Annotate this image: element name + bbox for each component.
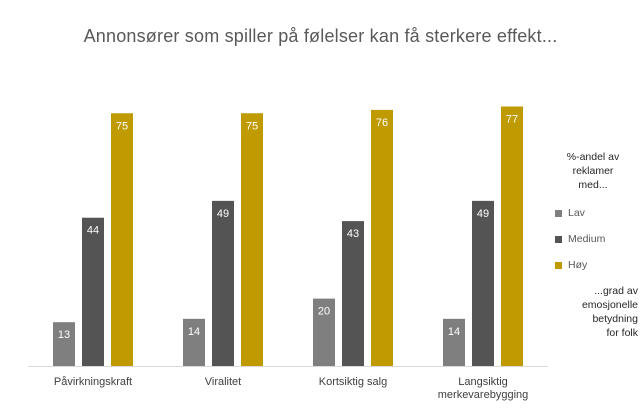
data-label-høy-1: 75	[246, 120, 258, 132]
data-label-lav-3: 14	[448, 326, 460, 338]
legend-item-lav: Lav	[548, 206, 638, 220]
legend-footer-line: emosjonelle	[581, 299, 638, 311]
category-label-3: Langsiktig	[458, 376, 508, 388]
legend-items: Lav Medium Høy	[548, 206, 638, 272]
legend-item-medium: Medium	[548, 232, 638, 246]
legend-heading-line: %-andel av	[566, 151, 620, 163]
chart-title: Annonsører som spiller på følelser kan f…	[83, 26, 558, 46]
legend-swatch	[555, 235, 562, 243]
legend-label: Lav	[568, 207, 585, 219]
data-label-høy-3: 77	[506, 114, 518, 126]
bar-lav-0	[53, 322, 75, 366]
data-label-medium-2: 43	[347, 228, 359, 240]
data-label-medium-1: 49	[217, 208, 229, 220]
bar-lav-2	[313, 298, 335, 366]
legend-swatch	[555, 261, 562, 269]
legend-item-høy: Høy	[548, 258, 638, 272]
bar-medium-1	[212, 200, 234, 366]
legend-label: Medium	[568, 233, 606, 245]
data-label-høy-2: 76	[376, 117, 388, 129]
legend-heading: %-andel av reklamer med...	[548, 150, 638, 192]
bar-høy-1	[241, 113, 263, 366]
legend: %-andel av reklamer med... Lav Medium Høy ..…	[548, 150, 638, 340]
data-label-høy-0: 75	[116, 120, 128, 132]
legend-footer-line: for folk	[606, 327, 638, 339]
bar-høy-2	[371, 109, 393, 366]
legend-footer: ...grad av emosjonelle betydning for folk	[548, 284, 638, 340]
bar-høy-3	[501, 106, 523, 366]
data-label-lav-1: 14	[188, 326, 200, 338]
data-label-medium-3: 49	[477, 208, 489, 220]
category-label-0: Påvirkningskraft	[54, 376, 132, 388]
category-label-3: merkevarebygging	[438, 389, 529, 401]
data-label-medium-0: 44	[87, 225, 99, 237]
legend-heading-line: med...	[578, 179, 608, 191]
bar-medium-0	[82, 217, 104, 366]
category-label-1: Viralitet	[205, 376, 241, 388]
legend-label: Høy	[568, 259, 588, 271]
bar-medium-2	[342, 221, 364, 366]
bar-lav-1	[183, 318, 205, 366]
legend-footer-line: betydning	[592, 313, 638, 325]
bar-lav-3	[443, 318, 465, 366]
labels-group: 13 44 75 Påvirkningskraft 14 49 75 Viralitet 20 4…	[54, 114, 528, 401]
legend-swatch	[555, 209, 562, 217]
bars-group	[53, 106, 523, 366]
data-label-lav-0: 13	[58, 329, 70, 341]
category-label-2: Kortsiktig salg	[319, 376, 387, 388]
data-label-lav-2: 20	[318, 306, 330, 318]
bar-høy-0	[111, 113, 133, 366]
legend-heading-line: reklamer	[572, 165, 614, 177]
legend-footer-line: ...grad av	[594, 285, 638, 297]
bar-medium-3	[472, 200, 494, 366]
